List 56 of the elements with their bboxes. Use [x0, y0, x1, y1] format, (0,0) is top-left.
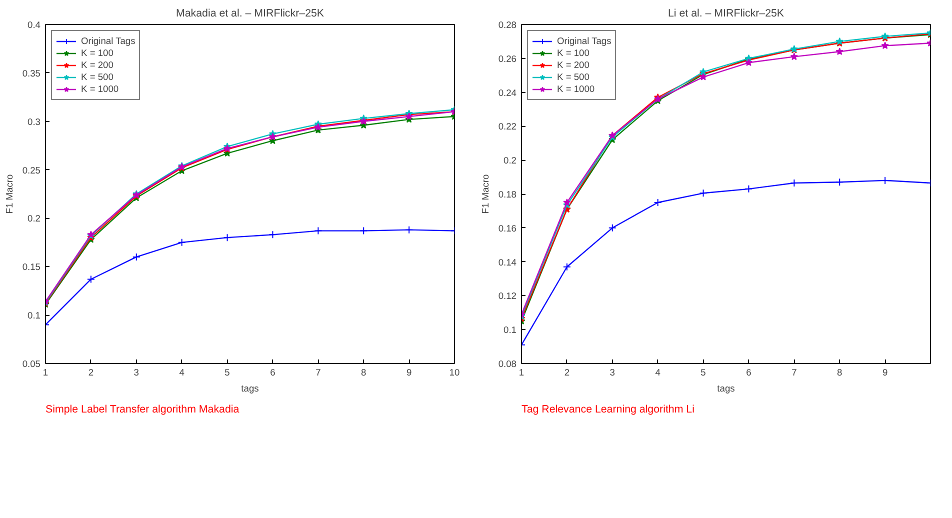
legend-label: Original Tags [81, 35, 136, 47]
x-tick-label: 5 [700, 368, 706, 378]
x-tick-label: 8 [837, 368, 842, 378]
legend-label: K = 500 [81, 71, 114, 83]
legend-label: K = 500 [557, 71, 590, 83]
x-tick-label: 2 [564, 368, 570, 378]
x-tick-label: 3 [610, 368, 615, 378]
y-tick-label: 0.08 [498, 359, 516, 369]
x-axis-title: tags [717, 384, 736, 394]
x-tick-label: 3 [134, 368, 139, 378]
x-tick-label: 4 [655, 368, 660, 378]
x-tick-label: 10 [449, 368, 460, 378]
y-tick-label: 0.24 [498, 88, 516, 98]
y-axis-title: F1 Macro [4, 174, 14, 214]
y-tick-label: 0.15 [22, 262, 40, 272]
x-tick-label: 1 [518, 368, 524, 378]
y-tick-label: 0.16 [498, 223, 516, 234]
y-tick-label: 0.14 [498, 257, 516, 268]
y-tick-label: 0.2 [504, 156, 516, 166]
y-tick-label: 0.05 [22, 359, 40, 369]
y-tick-label: 0.28 [498, 20, 516, 30]
chart-title: Li et al. – MIRFlickr–25K [668, 8, 784, 20]
legend-label: K = 1000 [81, 83, 119, 95]
y-tick-label: 0.2 [28, 214, 40, 224]
text: Tag Relevance Learning algorithm Li [522, 404, 694, 416]
x-tick-label: 9 [406, 368, 412, 378]
x-tick-label: 4 [179, 368, 184, 378]
legend-label: K = 200 [81, 59, 114, 71]
y-tick-label: 0.22 [498, 122, 516, 132]
y-axis-title: F1 Macro [480, 174, 490, 214]
chart-title: Makadia et al. – MIRFlickr–25K [176, 8, 324, 20]
y-tick-label: 0.1 [28, 310, 40, 321]
x-axis-title: tags [241, 384, 260, 394]
legend-label: K = 200 [557, 59, 590, 71]
legend-label: Original Tags [557, 35, 612, 47]
y-tick-label: 0.26 [498, 54, 516, 64]
legend-label: K = 100 [81, 47, 114, 59]
legend-label: K = 1000 [557, 83, 595, 95]
x-tick-label: 5 [224, 368, 230, 378]
x-tick-label: 7 [792, 368, 797, 378]
legend-label: K = 100 [557, 47, 590, 59]
y-tick-label: 0.18 [498, 190, 516, 200]
x-tick-label: 1 [42, 368, 48, 378]
x-tick-label: 9 [882, 368, 888, 378]
y-tick-label: 0.25 [22, 165, 40, 176]
x-tick-label: 2 [88, 368, 94, 378]
y-tick-label: 0.1 [504, 325, 516, 336]
y-tick-label: 0.3 [28, 116, 40, 127]
y-tick-label: 0.12 [498, 291, 516, 302]
y-tick-label: 0.35 [22, 68, 40, 78]
y-tick-label: 0.4 [28, 20, 40, 30]
x-tick-label: 8 [361, 368, 366, 378]
x-tick-label: 7 [316, 368, 321, 378]
x-tick-label: 6 [270, 368, 276, 378]
x-tick-label: 6 [746, 368, 752, 378]
text: Simple Label Transfer algorithm Makadia [46, 404, 240, 416]
